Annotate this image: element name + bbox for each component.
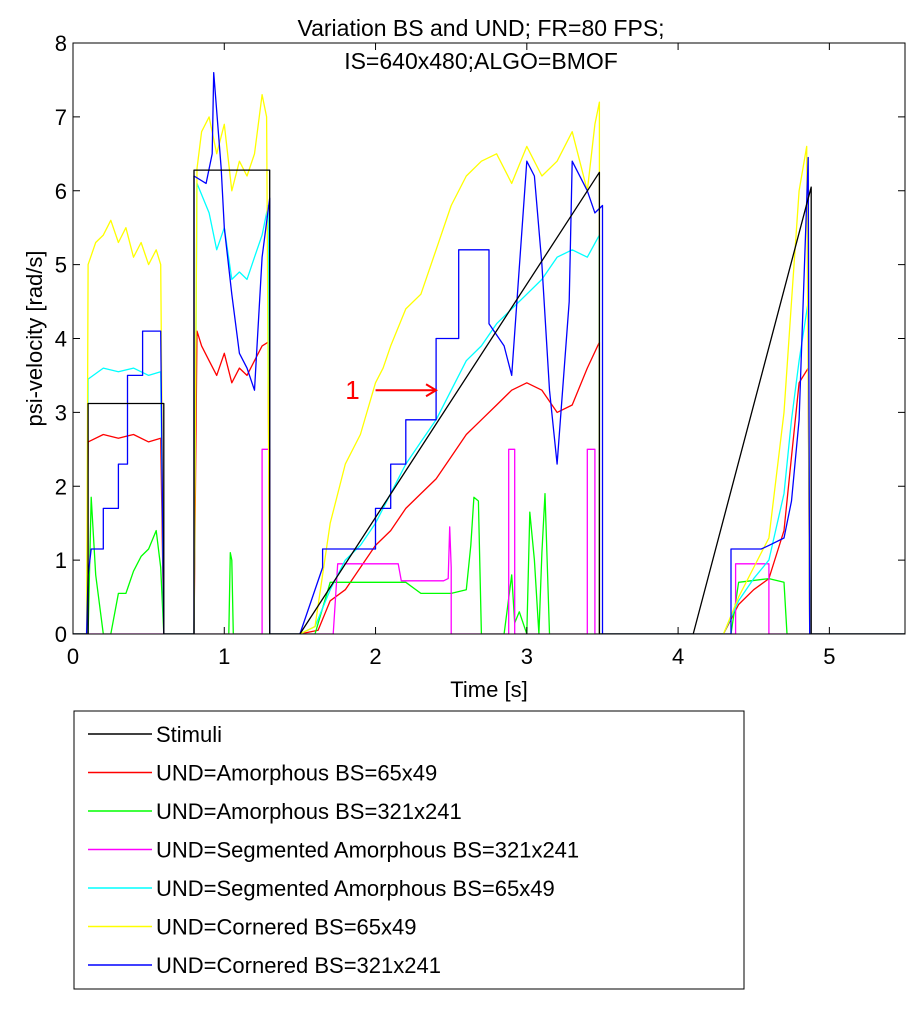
x-axis-label: Time [s] xyxy=(450,677,527,702)
x-tick-label: 2 xyxy=(369,644,381,669)
series-line-4 xyxy=(73,448,905,634)
y-tick-label: 0 xyxy=(55,622,67,647)
chart-title-line-2: IS=640x480;ALGO=BMOF xyxy=(344,48,618,74)
y-tick-label: 7 xyxy=(55,105,67,130)
series-line-6 xyxy=(73,94,905,634)
x-tick-label: 3 xyxy=(521,644,533,669)
x-tick-label: 1 xyxy=(218,644,230,669)
legend-entry: UND=Amorphous BS=321x241 xyxy=(156,799,462,824)
legend-entry: UND=Segmented Amorphous BS=65x49 xyxy=(156,876,555,901)
axis-ticks: 0 1 2 3 4 5 0 1 2 3 4 5 6 7 8 xyxy=(55,31,905,669)
series-line-1 xyxy=(73,169,905,634)
y-tick-label: 8 xyxy=(55,31,67,56)
series-line-7 xyxy=(73,71,905,634)
legend-entry: UND=Cornered BS=321x241 xyxy=(156,953,441,978)
legend-entry: Stimuli xyxy=(156,722,222,747)
legend: Stimuli UND=Amorphous BS=65x49 UND=Amorpho… xyxy=(73,710,745,990)
legend-entry: UND=Amorphous BS=65x49 xyxy=(156,761,437,786)
x-tick-label: 0 xyxy=(67,644,79,669)
annotation-arrow-head xyxy=(425,383,438,398)
y-tick-label: 6 xyxy=(55,179,67,204)
legend-entry: UND=Segmented Amorphous BS=321x241 xyxy=(156,838,579,863)
legend-entry: UND=Cornered BS=65x49 xyxy=(156,915,416,940)
x-tick-label: 4 xyxy=(672,644,684,669)
annotation-label: 1 xyxy=(345,375,359,405)
chart-title-line-1: Variation BS and UND; FR=80 FPS; xyxy=(297,15,664,41)
chart-title: Variation BS and UND; FR=80 FPS; IS=640x4… xyxy=(297,15,664,74)
plot-frame xyxy=(72,42,906,635)
y-tick-label: 1 xyxy=(55,548,67,573)
series-line-2 xyxy=(73,330,905,634)
legend-box xyxy=(73,710,745,990)
y-tick-label: 2 xyxy=(55,474,67,499)
series-line-3 xyxy=(73,492,905,634)
y-axis-label: psi-velocity [rad/s] xyxy=(22,250,47,426)
y-tick-label: 3 xyxy=(55,400,67,425)
annotation-arrow: 1 xyxy=(345,375,438,405)
y-tick-label: 4 xyxy=(55,327,67,352)
y-tick-label: 5 xyxy=(55,253,67,278)
x-tick-label: 5 xyxy=(823,644,835,669)
